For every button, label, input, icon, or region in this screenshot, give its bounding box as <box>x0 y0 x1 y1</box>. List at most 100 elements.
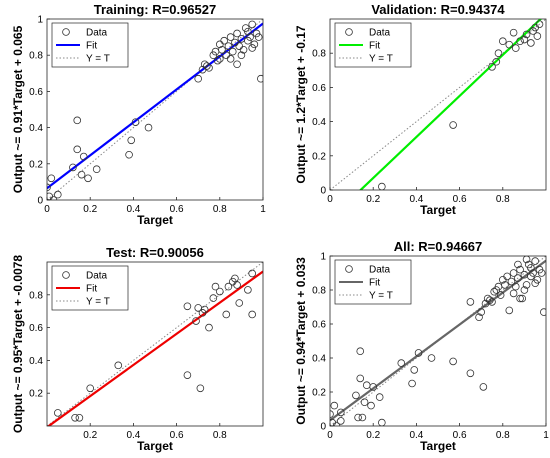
y-tick-label: 0.4 <box>312 354 326 365</box>
data-point <box>410 366 419 374</box>
data-point <box>53 190 62 199</box>
data-point <box>216 55 224 63</box>
data-point <box>378 418 386 426</box>
x-tick-label: 0.2 <box>366 194 380 205</box>
data-point <box>509 28 518 37</box>
data-point <box>196 384 205 393</box>
data-point <box>356 374 365 383</box>
x-tick-label: 0.8 <box>496 194 510 205</box>
legend-label-identity: Y = T <box>369 291 393 302</box>
data-point <box>257 74 263 83</box>
x-tick-label: 0.2 <box>83 430 97 441</box>
x-tick-label: 0.8 <box>213 430 227 441</box>
data-point <box>503 272 511 281</box>
data-point <box>494 49 503 57</box>
data-point <box>356 347 365 356</box>
data-point <box>522 30 531 39</box>
x-axis-label: Target <box>420 203 456 217</box>
y-tick-label: 0.4 <box>312 117 326 128</box>
data-point <box>531 279 539 288</box>
y-tick-label: 1 <box>320 252 326 263</box>
subplot-1: 0 0.2 0.4 0.6 0.8 1 0 0.2 0.4 0.6 0.8 1 Training: R=… <box>11 2 266 227</box>
x-tick-label: 0.6 <box>453 430 467 441</box>
legend-label-fit: Fit <box>369 278 380 289</box>
data-point <box>213 56 222 65</box>
data-point <box>516 294 524 303</box>
legend-label-identity: Y = T <box>369 54 393 65</box>
legend-label-fit: Fit <box>86 284 97 295</box>
data-point <box>228 47 237 56</box>
legend-label-fit: Fit <box>369 41 380 52</box>
data-point <box>449 357 457 366</box>
axes-box <box>46 18 264 201</box>
data-point <box>505 40 514 49</box>
data-point <box>144 123 153 132</box>
data-point <box>511 44 520 52</box>
axes-box <box>329 255 547 427</box>
data-point <box>336 417 345 425</box>
data-point <box>250 40 259 49</box>
identity-line <box>330 19 546 190</box>
data-point <box>358 413 367 422</box>
data-point <box>369 383 378 391</box>
y-tick-label: 0 <box>320 422 326 433</box>
data-point <box>131 118 140 126</box>
data-point <box>533 32 542 40</box>
y-tick-label: 0.6 <box>29 87 43 98</box>
data-point <box>235 299 244 307</box>
data-point <box>354 413 362 422</box>
data-points <box>378 20 544 190</box>
data-point <box>224 282 233 291</box>
x-tick-label: 0.4 <box>409 194 423 205</box>
data-point <box>241 24 250 32</box>
data-point <box>527 264 535 272</box>
data-point <box>475 313 483 322</box>
data-point <box>488 298 496 306</box>
subplot-3: 0.2 0.4 0.6 0.8 0.2 0.4 0.6 0.8 Test: R=0.90056 T… <box>11 245 264 453</box>
data-point <box>183 302 192 311</box>
data-point <box>414 349 423 357</box>
data-point <box>516 37 524 46</box>
data-point <box>527 39 535 47</box>
data-point <box>522 281 531 289</box>
y-tick-label: 0.6 <box>312 320 326 331</box>
data-point <box>509 269 518 277</box>
data-point <box>531 257 539 265</box>
data-point <box>205 323 213 332</box>
data-point <box>209 51 218 59</box>
data-point <box>226 55 235 63</box>
line-layer <box>330 256 546 426</box>
x-axis-label: Target <box>137 439 173 453</box>
x-tick-label: 0.8 <box>213 204 227 215</box>
data-point <box>53 409 62 417</box>
y-tick-label: 0.8 <box>312 286 326 297</box>
legend-marker-data <box>62 28 70 36</box>
x-axis-label: Target <box>420 439 456 453</box>
data-point <box>205 64 213 72</box>
fit-line <box>47 22 263 190</box>
data-point <box>224 42 233 50</box>
data-point <box>507 277 516 286</box>
x-axis-label: Target <box>137 213 173 227</box>
data-point <box>397 359 406 367</box>
x-tick-label: 0.8 <box>496 430 510 441</box>
chart-title: Training: R=0.96527 <box>94 2 216 17</box>
legend-label-identity: Y = T <box>86 54 110 65</box>
data-point <box>449 121 457 129</box>
data-point <box>360 398 369 407</box>
data-point <box>222 310 231 319</box>
data-point <box>183 371 192 379</box>
data-point <box>127 136 136 145</box>
data-point <box>239 45 248 54</box>
data-point <box>77 170 86 179</box>
y-tick-label: 0 <box>320 186 326 197</box>
data-point <box>248 269 257 278</box>
data-point <box>408 379 416 388</box>
data-points <box>330 256 546 426</box>
data-point <box>511 282 520 291</box>
data-point <box>69 163 77 172</box>
y-tick-label: 1 <box>37 15 43 26</box>
data-point <box>477 308 486 316</box>
data-point <box>520 35 529 44</box>
